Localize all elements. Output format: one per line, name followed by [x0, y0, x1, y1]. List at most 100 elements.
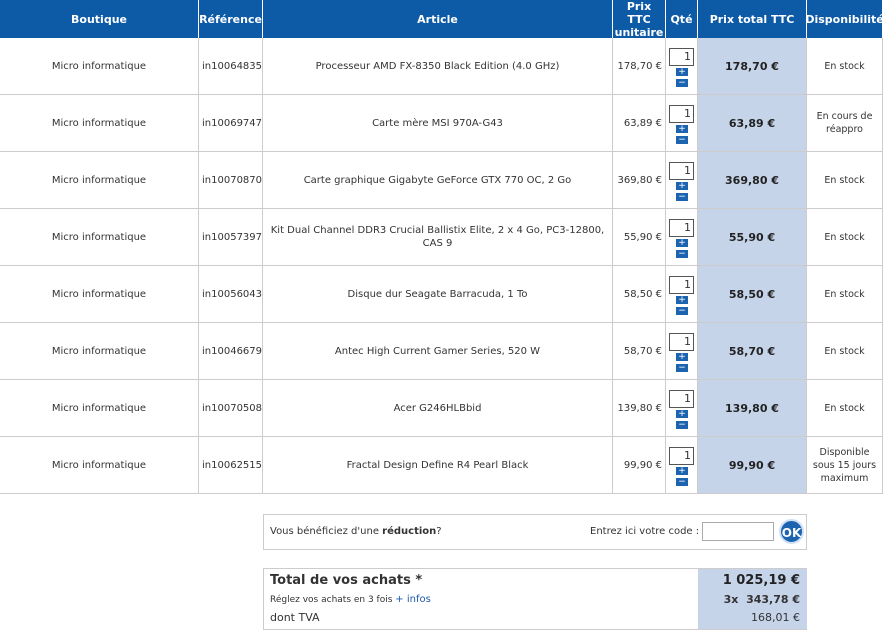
installment-count: 3x — [723, 593, 739, 606]
shop-cell: Micro informatique — [0, 437, 199, 494]
quantity-input[interactable]: 1 — [669, 219, 694, 237]
availability-cell: En stock — [807, 209, 883, 266]
shop-cell: Micro informatique — [0, 152, 199, 209]
header-quantity: Qté — [666, 0, 698, 38]
article-cell: Antec High Current Gamer Series, 520 W — [263, 323, 613, 380]
total-price-cell: 139,80 € — [698, 380, 807, 437]
summary-box: Total de vos achats * 1 025,19 € Réglez … — [263, 568, 807, 630]
plus-button[interactable]: + — [676, 182, 688, 191]
availability-cell: En cours de réappro — [807, 95, 883, 152]
total-price-cell: 58,70 € — [698, 323, 807, 380]
article-cell: Carte graphique Gigabyte GeForce GTX 770… — [263, 152, 613, 209]
quantity-cell — [666, 323, 698, 380]
reference-cell: in10046679 — [199, 323, 263, 380]
unit-price-cell: 178,70 € — [613, 38, 666, 95]
article-cell: Disque dur Seagate Barracuda, 1 To — [263, 266, 613, 323]
unit-price-cell: 139,80 € — [613, 380, 666, 437]
quantity-input[interactable]: 1 — [669, 390, 694, 408]
vat-label: dont TVA — [270, 611, 320, 624]
unit-price-cell: 55,90 € — [613, 209, 666, 266]
reference-cell: in10062515 — [199, 437, 263, 494]
discount-box: Vous bénéficiez d'une réduction? Entrez … — [263, 514, 807, 550]
installment-amount: 343,78 € — [746, 593, 800, 606]
article-cell: Processeur AMD FX-8350 Black Edition (4.… — [263, 38, 613, 95]
plus-button[interactable]: + — [676, 353, 688, 362]
reference-cell: in10057397 — [199, 209, 263, 266]
header-total-price: Prix total TTC — [698, 0, 807, 38]
total-price-cell: 369,80 € — [698, 152, 807, 209]
quantity-input[interactable]: 1 — [669, 333, 694, 351]
unit-price-cell: 58,70 € — [613, 323, 666, 380]
code-label: Entrez ici votre code : — [590, 526, 700, 537]
article-cell: Carte mère MSI 970A-G43 — [263, 95, 613, 152]
summary-total: 1 025,19 € — [722, 573, 800, 588]
quantity-cell — [666, 152, 698, 209]
unit-price-cell: 63,89 € — [613, 95, 666, 152]
minus-button[interactable]: − — [676, 478, 688, 487]
shop-cell: Micro informatique — [0, 380, 199, 437]
reference-cell: in10064835 — [199, 38, 263, 95]
article-cell: Kit Dual Channel DDR3 Crucial Ballistix … — [263, 209, 613, 266]
availability-cell: En stock — [807, 323, 883, 380]
header-unit-price: Prix TTC unitaire — [613, 0, 666, 39]
total-price-cell: 178,70 € — [698, 38, 807, 95]
plus-button[interactable]: + — [676, 68, 688, 77]
minus-button[interactable]: − — [676, 307, 688, 316]
discount-text: Vous bénéficiez d'une réduction? — [270, 526, 442, 537]
code-input[interactable] — [702, 522, 774, 541]
availability-cell: En stock — [807, 380, 883, 437]
header-availability: Disponibilité — [805, 0, 883, 38]
vat-value: 168,01 € — [751, 611, 800, 624]
quantity-cell — [666, 266, 698, 323]
reference-cell: in10070508 — [199, 380, 263, 437]
ok-button[interactable]: OK — [779, 519, 804, 544]
minus-button[interactable]: − — [676, 79, 688, 88]
installment-text: Réglez vos achats en 3 fois — [270, 595, 393, 605]
quantity-input[interactable]: 1 — [669, 276, 694, 294]
plus-button[interactable]: + — [676, 296, 688, 305]
availability-cell: En stock — [807, 152, 883, 209]
shop-cell: Micro informatique — [0, 266, 199, 323]
unit-price-cell: 99,90 € — [613, 437, 666, 494]
article-cell: Acer G246HLBbid — [263, 380, 613, 437]
quantity-input[interactable]: 1 — [669, 48, 694, 66]
quantity-cell — [666, 437, 698, 494]
summary-title: Total de vos achats * — [270, 573, 423, 588]
plus-button[interactable]: + — [676, 125, 688, 134]
total-price-cell: 58,50 € — [698, 266, 807, 323]
minus-button[interactable]: − — [676, 250, 688, 259]
quantity-cell — [666, 380, 698, 437]
plus-button[interactable]: + — [676, 467, 688, 476]
reference-cell: in10070870 — [199, 152, 263, 209]
quantity-input[interactable]: 1 — [669, 105, 694, 123]
minus-button[interactable]: − — [676, 193, 688, 202]
discount-prefix: Vous bénéficiez d'une — [270, 526, 383, 537]
availability-cell: En stock — [807, 38, 883, 95]
reference-cell: in10056043 — [199, 266, 263, 323]
quantity-input[interactable]: 1 — [669, 447, 694, 465]
plus-button[interactable]: + — [676, 239, 688, 248]
availability-cell: En stock — [807, 266, 883, 323]
quantity-cell — [666, 38, 698, 95]
availability-cell: Disponible sous 15 jours maximum — [807, 437, 883, 494]
total-price-cell: 99,90 € — [698, 437, 807, 494]
shop-cell: Micro informatique — [0, 323, 199, 380]
shop-cell: Micro informatique — [0, 38, 199, 95]
unit-price-cell: 58,50 € — [613, 266, 666, 323]
quantity-input[interactable]: 1 — [669, 162, 694, 180]
shop-cell: Micro informatique — [0, 95, 199, 152]
plus-button[interactable]: + — [676, 410, 688, 419]
installment-link[interactable]: + infos — [395, 594, 431, 605]
minus-button[interactable]: − — [676, 421, 688, 430]
header-article: Article — [263, 0, 613, 38]
minus-button[interactable]: − — [676, 136, 688, 145]
summary-highlight — [698, 569, 807, 629]
discount-suffix: ? — [436, 526, 442, 537]
quantity-cell — [666, 209, 698, 266]
minus-button[interactable]: − — [676, 364, 688, 373]
header-shop: Boutique — [0, 0, 199, 38]
quantity-cell — [666, 95, 698, 152]
header-reference: Référence — [199, 0, 263, 38]
discount-bold: réduction — [382, 526, 437, 537]
article-cell: Fractal Design Define R4 Pearl Black — [263, 437, 613, 494]
